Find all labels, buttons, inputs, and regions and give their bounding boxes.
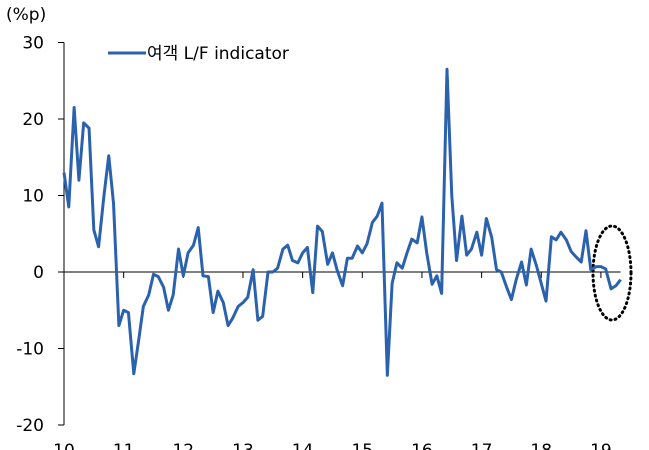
x-tick-label: 13 bbox=[232, 441, 254, 450]
x-tick-label: 11 bbox=[113, 441, 135, 450]
highlight-ellipse bbox=[591, 224, 633, 322]
y-tick-label: 30 bbox=[22, 34, 44, 54]
line-series bbox=[62, 67, 622, 377]
x-tick-label: 16 bbox=[411, 441, 433, 450]
y-tick-label: 20 bbox=[22, 110, 44, 130]
x-tick-label: 14 bbox=[292, 441, 314, 450]
x-tick-label: 12 bbox=[172, 441, 194, 450]
x-tick-label: 17 bbox=[471, 441, 493, 450]
legend-label: 여객 L/F indicator bbox=[147, 44, 289, 64]
y-tick-label: -10 bbox=[16, 340, 44, 360]
x-tick-label: 15 bbox=[351, 441, 373, 450]
y-tick-label: 10 bbox=[22, 187, 44, 207]
x-tick-label: 18 bbox=[530, 441, 552, 450]
y-tick-label: -20 bbox=[16, 416, 44, 436]
y-axis-label: (%p) bbox=[6, 5, 46, 25]
x-tick-label: 19 bbox=[590, 441, 612, 450]
y-tick-label: 0 bbox=[33, 263, 44, 283]
x-tick-label: 10 bbox=[53, 441, 75, 450]
